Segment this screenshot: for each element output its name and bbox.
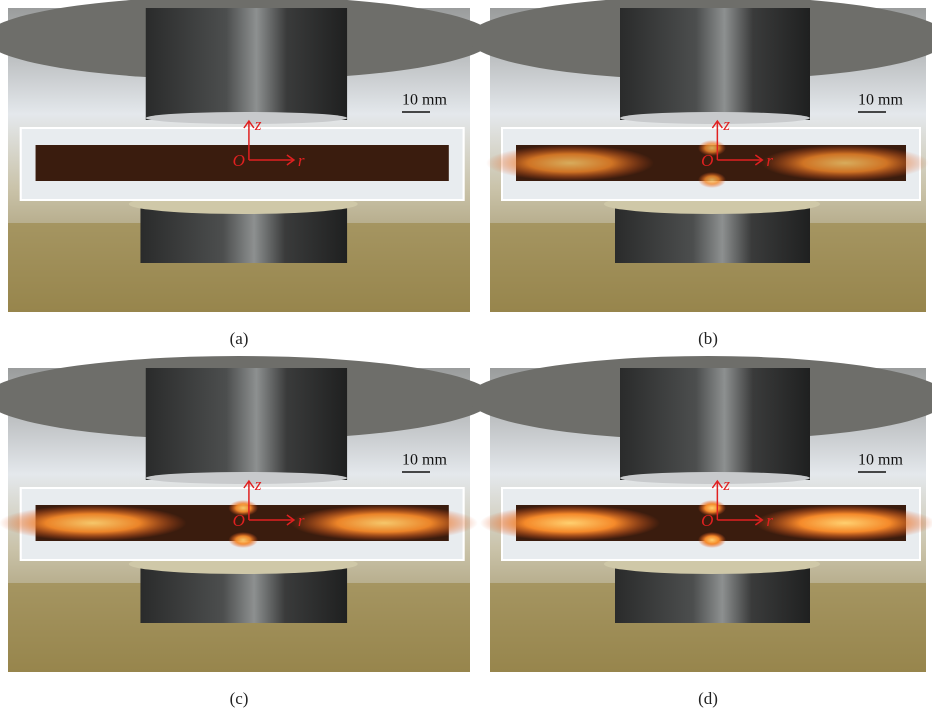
photo [0, 0, 493, 312]
r-label: r [766, 511, 773, 530]
glow [698, 532, 726, 548]
glow [228, 532, 258, 548]
top-cylinder-base [620, 112, 810, 124]
top-cylinder-base [146, 112, 347, 124]
panel-label: (c) [230, 689, 249, 708]
z-label: z [722, 475, 730, 494]
z-label: z [254, 475, 262, 494]
glow [755, 505, 932, 541]
z-label: z [722, 115, 730, 134]
scale-label: 10 mm [858, 92, 903, 109]
glow [761, 145, 929, 181]
origin-label: O [233, 151, 245, 170]
glow [698, 172, 726, 188]
z-label: z [254, 115, 262, 134]
scale-label: 10 mm [858, 452, 903, 469]
scale-label: 10 mm [402, 92, 447, 109]
photo [468, 356, 932, 672]
top-cylinder-base [620, 472, 810, 484]
glow [290, 505, 478, 541]
origin-label: O [701, 511, 713, 530]
photo [468, 0, 932, 312]
origin-label: O [701, 151, 713, 170]
r-label: r [766, 151, 773, 170]
photo [0, 356, 493, 672]
glow [486, 145, 654, 181]
glow [0, 505, 187, 541]
top-cylinder [146, 8, 347, 120]
r-label: r [298, 151, 305, 170]
top-cylinder [146, 368, 347, 480]
figure: 10 mm z r O (a) 10 mm z r O (b) 10 mm z r O (c) 10 mm z r… [0, 0, 932, 710]
top-cylinder-base [146, 472, 347, 484]
r-label: r [298, 511, 305, 530]
glow [480, 505, 660, 541]
panel-label: (a) [230, 329, 249, 348]
origin-label: O [233, 511, 245, 530]
top-cylinder [620, 8, 810, 120]
scale-label: 10 mm [402, 452, 447, 469]
panel-label: (b) [698, 329, 718, 348]
panel-label: (d) [698, 689, 718, 708]
top-cylinder [620, 368, 810, 480]
